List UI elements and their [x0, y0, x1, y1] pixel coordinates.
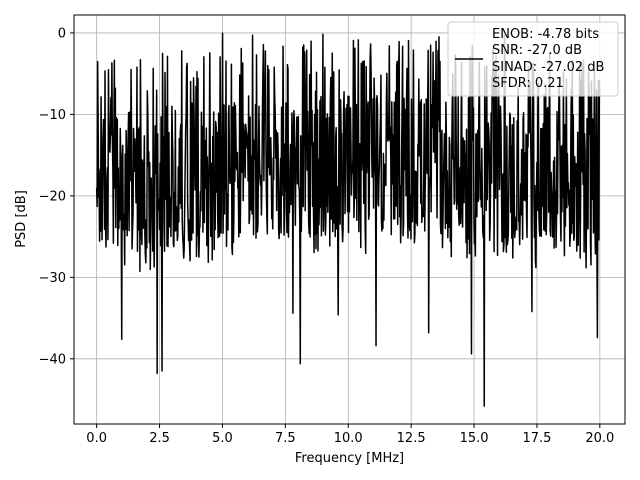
- x-tick-label: 17.5: [522, 431, 551, 446]
- y-tick-label: −40: [39, 352, 66, 367]
- legend: ENOB: -4.78 bits SNR: -27.0 dB SINAD: -2…: [447, 21, 619, 97]
- x-tick-label: 2.5: [149, 431, 170, 446]
- y-tick-label: 0: [58, 26, 66, 41]
- y-tick-label: −20: [39, 189, 66, 204]
- y-axis-label: PSD [dB]: [14, 190, 29, 248]
- x-tick-label: 10.0: [334, 431, 363, 446]
- legend-entry-sfdr: SFDR: 0.21: [492, 76, 564, 91]
- legend-box: [447, 21, 619, 97]
- x-axis-label: Frequency [MHz]: [295, 451, 404, 466]
- x-tick-label: 7.5: [275, 431, 296, 446]
- x-tick-label: 15.0: [460, 431, 489, 446]
- x-tick-label: 0.0: [86, 431, 107, 446]
- legend-entry-sinad: SINAD: -27.02 dB: [492, 60, 604, 75]
- legend-entry-enob: ENOB: -4.78 bits: [492, 27, 599, 42]
- psd-line: [95, 32, 601, 407]
- series-psd: [95, 32, 601, 407]
- axes-frame: [73, 14, 626, 425]
- y-tick-label: −30: [39, 271, 66, 286]
- axes: 0.0 2.5 5.0 7.5 10.0 12.5 15.0 17.5 20.0 0 −10 −20 −…: [39, 14, 626, 446]
- x-tick-label: 12.5: [397, 431, 426, 446]
- y-tick-label: −10: [39, 108, 66, 123]
- x-tick-label: 20.0: [585, 431, 614, 446]
- legend-entry-snr: SNR: -27.0 dB: [492, 43, 582, 58]
- x-tick-label: 5.0: [212, 431, 233, 446]
